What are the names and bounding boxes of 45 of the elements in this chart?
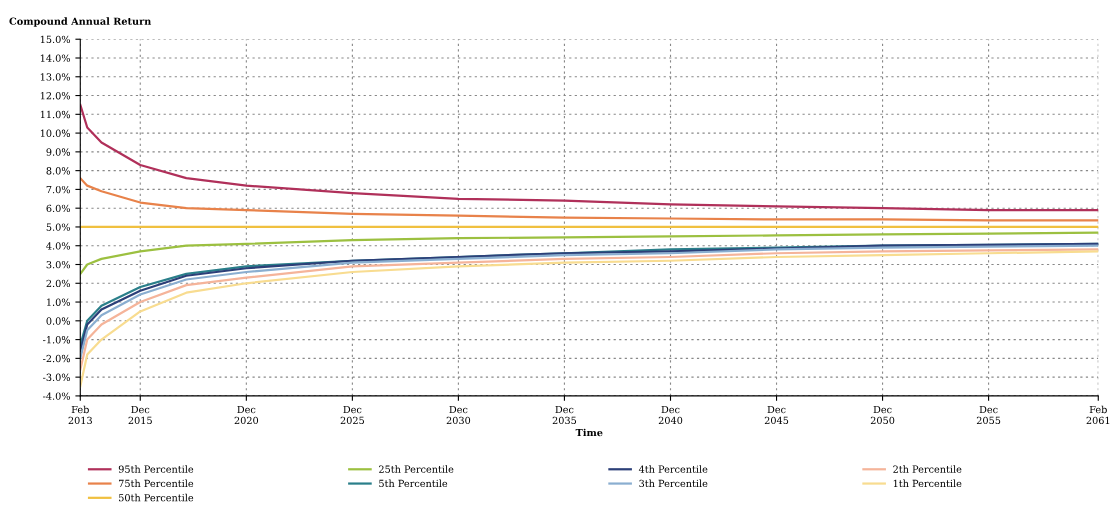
y-tick-label: 7.0% <box>46 185 71 194</box>
y-tick-label: -2.0% <box>43 354 71 363</box>
x-tick-label: Dec 2050 <box>870 405 895 425</box>
y-tick-label: 5.0% <box>46 223 71 231</box>
y-tick-label: 10.0% <box>40 129 71 137</box>
legend-label: 5th Percentile <box>379 479 448 488</box>
x-tick-label: Dec 2015 <box>128 405 152 425</box>
legend-label: 50th Percentile <box>119 493 194 502</box>
y-tick-label: 4.0% <box>46 242 71 250</box>
y-tick-label: -4.0% <box>43 392 71 400</box>
y-tick-label: 15.0% <box>40 35 71 44</box>
y-tick-label: 14.0% <box>40 54 71 62</box>
y-tick-label: 0.0% <box>46 317 71 325</box>
x-tick-label: Dec 2035 <box>552 405 577 425</box>
legend-label: 3th Percentile <box>639 479 708 488</box>
y-tick-label: 11.0% <box>40 110 71 119</box>
x-axis-title: Time <box>575 428 603 437</box>
y-tick-label: 1.0% <box>47 298 71 306</box>
y-tick-label: 6.0% <box>46 204 71 213</box>
legend-label: 25th Percentile <box>379 465 454 473</box>
x-tick-label: Dec 2030 <box>446 405 471 425</box>
x-tick-label: Dec 2020 <box>234 405 259 425</box>
legend-label: 95th Percentile <box>118 465 194 473</box>
x-tick-label: Dec 2040 <box>658 405 683 425</box>
y-tick-label: 8.0% <box>46 167 71 175</box>
y-axis-title: Compound Annual Return <box>9 17 152 27</box>
legend-label: 4th Percentile <box>638 465 708 473</box>
line-series <box>80 177 1099 222</box>
y-tick-label: 2.0% <box>46 279 71 288</box>
x-tick-label: Dec 2045 <box>764 405 789 425</box>
x-tick-label: Feb 2061 <box>1086 405 1110 425</box>
legend-label: 2th Percentile <box>893 465 962 473</box>
y-tick-label: -3.0% <box>43 373 71 381</box>
y-tick-label: 3.0% <box>46 260 71 269</box>
y-tick-label: 12.0% <box>40 92 71 100</box>
y-tick-label: 9.0% <box>46 148 71 156</box>
legend-label: 1th Percentile <box>893 479 962 488</box>
line-series <box>80 103 1099 212</box>
legend-label: 75th Percentile <box>119 479 194 488</box>
y-tick-label: 13.0% <box>40 73 71 81</box>
x-tick-label: Dec 2025 <box>340 405 364 425</box>
y-tick-label: -1.0% <box>43 336 71 344</box>
line-series <box>80 231 1099 275</box>
x-tick-label: Dec 2055 <box>976 405 1001 425</box>
x-tick-label: Feb 2013 <box>68 405 92 425</box>
